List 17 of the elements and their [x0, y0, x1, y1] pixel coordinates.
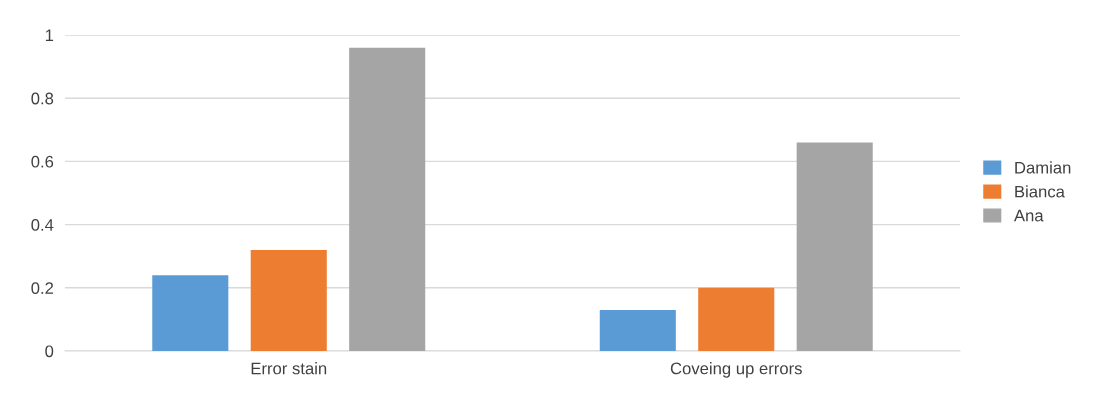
bar	[152, 275, 229, 351]
y-tick-label: 0	[45, 345, 54, 358]
bar	[250, 249, 327, 351]
bar	[698, 287, 775, 351]
legend-label: Bianca	[1015, 185, 1065, 198]
x-tick-label: Error stain	[251, 362, 327, 375]
bar	[349, 47, 426, 351]
y-tick-label: 0.4	[31, 219, 54, 231]
y-tick-label: 0.2	[31, 282, 54, 294]
legend-label: Damian	[1015, 161, 1071, 174]
y-tick-label: 0.6	[31, 155, 54, 168]
y-tick-label: 0.8	[31, 92, 54, 105]
x-tick-label: Coveing up errors	[670, 362, 802, 378]
bar	[599, 309, 676, 351]
bar	[796, 142, 873, 351]
y-tick-label: 1	[45, 29, 54, 42]
legend-label: Ana	[1013, 209, 1044, 222]
